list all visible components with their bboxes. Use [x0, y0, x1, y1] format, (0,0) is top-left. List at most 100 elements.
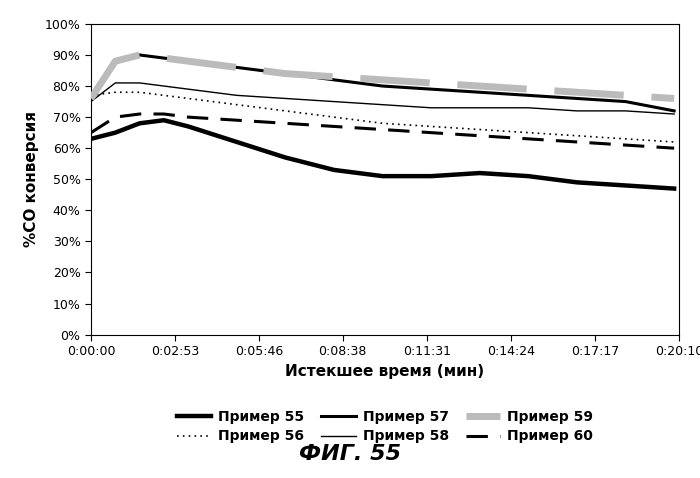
Пример 58	[573, 108, 581, 114]
Пример 58	[524, 105, 533, 111]
Пример 58	[427, 105, 435, 111]
Пример 57	[281, 71, 290, 76]
Пример 56	[184, 96, 192, 101]
Пример 56	[281, 108, 290, 114]
Legend: Пример 55, Пример 56, Пример 57, Пример 58, Пример 59, Пример 60: Пример 55, Пример 56, Пример 57, Пример …	[176, 410, 594, 444]
Line: Пример 57: Пример 57	[91, 55, 674, 111]
Пример 59	[573, 89, 581, 95]
Пример 59	[330, 74, 338, 80]
Пример 57	[135, 52, 143, 58]
Пример 59	[379, 77, 387, 83]
Пример 56	[111, 89, 120, 95]
Пример 59	[160, 55, 168, 61]
Пример 56	[87, 93, 95, 98]
Line: Пример 58: Пример 58	[91, 83, 674, 114]
Пример 55	[379, 174, 387, 179]
Пример 57	[524, 93, 533, 98]
Пример 59	[622, 93, 630, 98]
Пример 57	[427, 87, 435, 92]
Пример 58	[330, 99, 338, 105]
Пример 56	[135, 89, 143, 95]
Пример 60	[524, 136, 533, 142]
Пример 58	[622, 108, 630, 114]
Пример 55	[184, 124, 192, 130]
Пример 57	[379, 83, 387, 89]
Пример 57	[670, 108, 678, 114]
Пример 60	[184, 114, 192, 120]
Пример 56	[475, 127, 484, 132]
Пример 60	[427, 130, 435, 136]
Пример 60	[135, 111, 143, 117]
Пример 60	[475, 133, 484, 139]
Пример 55	[475, 170, 484, 176]
Пример 56	[524, 130, 533, 136]
Пример 57	[160, 55, 168, 61]
Пример 55	[232, 139, 241, 145]
Пример 58	[475, 105, 484, 111]
Пример 59	[135, 52, 143, 58]
Line: Пример 60: Пример 60	[91, 114, 674, 148]
Пример 56	[670, 139, 678, 145]
Пример 60	[573, 139, 581, 145]
Пример 60	[330, 124, 338, 130]
Пример 58	[379, 102, 387, 108]
Пример 56	[573, 133, 581, 139]
Пример 58	[160, 83, 168, 89]
Пример 55	[427, 174, 435, 179]
Пример 55	[573, 180, 581, 185]
Пример 57	[330, 77, 338, 83]
Пример 57	[184, 58, 192, 64]
Пример 58	[135, 80, 143, 86]
Пример 59	[184, 58, 192, 64]
Text: ФИГ. 55: ФИГ. 55	[299, 444, 401, 464]
Пример 55	[524, 174, 533, 179]
Пример 57	[111, 58, 120, 64]
X-axis label: Истекшее время (мин): Истекшее время (мин)	[286, 364, 484, 379]
Пример 56	[622, 136, 630, 142]
Пример 60	[670, 145, 678, 151]
Пример 60	[87, 130, 95, 136]
Пример 56	[330, 114, 338, 120]
Пример 59	[232, 65, 241, 70]
Пример 56	[427, 124, 435, 130]
Пример 55	[87, 136, 95, 142]
Пример 55	[135, 120, 143, 126]
Пример 55	[281, 155, 290, 161]
Пример 58	[184, 87, 192, 92]
Пример 58	[232, 93, 241, 98]
Пример 58	[670, 111, 678, 117]
Пример 59	[524, 87, 533, 92]
Пример 59	[427, 80, 435, 86]
Line: Пример 56: Пример 56	[91, 92, 674, 142]
Пример 60	[232, 118, 241, 123]
Пример 56	[379, 120, 387, 126]
Line: Пример 55: Пример 55	[91, 120, 674, 189]
Пример 60	[379, 127, 387, 132]
Пример 57	[475, 89, 484, 95]
Пример 59	[111, 58, 120, 64]
Y-axis label: %СО конверсия: %СО конверсия	[25, 111, 39, 247]
Пример 58	[111, 80, 120, 86]
Пример 57	[232, 65, 241, 70]
Пример 60	[622, 142, 630, 148]
Пример 59	[281, 71, 290, 76]
Пример 55	[111, 130, 120, 136]
Пример 56	[232, 102, 241, 108]
Пример 58	[281, 96, 290, 101]
Пример 56	[160, 93, 168, 98]
Пример 55	[330, 167, 338, 173]
Пример 55	[670, 186, 678, 192]
Пример 60	[160, 111, 168, 117]
Line: Пример 59: Пример 59	[91, 55, 674, 98]
Пример 60	[281, 120, 290, 126]
Пример 58	[87, 99, 95, 105]
Пример 59	[670, 96, 678, 101]
Пример 57	[573, 96, 581, 101]
Пример 57	[622, 99, 630, 105]
Пример 55	[622, 183, 630, 188]
Пример 59	[475, 83, 484, 89]
Пример 60	[111, 114, 120, 120]
Пример 57	[87, 96, 95, 101]
Пример 59	[87, 96, 95, 101]
Пример 55	[160, 118, 168, 123]
